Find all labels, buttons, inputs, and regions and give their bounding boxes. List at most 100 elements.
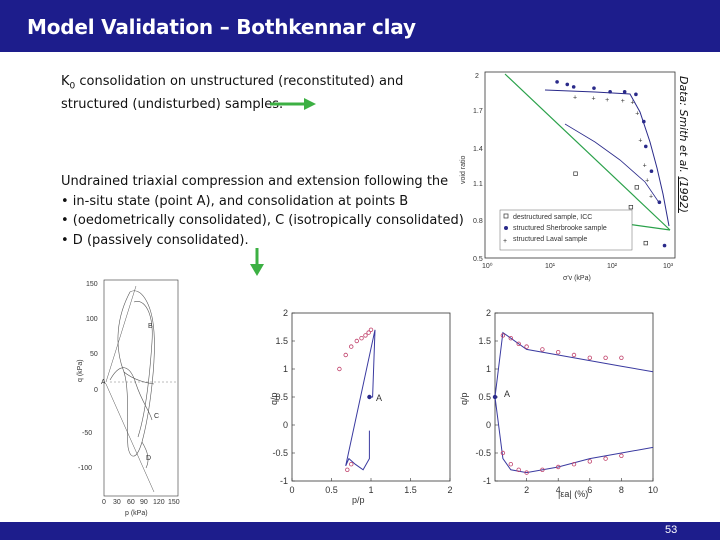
x-tick: 10¹	[545, 263, 556, 270]
data-point	[366, 330, 371, 335]
data-point	[555, 464, 561, 470]
ncl-line	[504, 73, 671, 231]
chart-frame	[103, 279, 179, 497]
y-axis-label: q (kPa)	[77, 359, 84, 382]
data-point	[592, 86, 596, 90]
y-tick: 0.8	[473, 218, 483, 225]
y-tick: 0.5	[275, 392, 288, 402]
x-tick: 8	[619, 485, 624, 495]
y-tick: -1	[483, 476, 491, 486]
chart-normalized-stress-path: -1 -0.5 0 0.5 1 1.5 2 0 0.5 1 1.5 2 q/p p/p A	[269, 308, 453, 505]
series	[337, 327, 376, 472]
model-curve	[564, 123, 661, 205]
text-line: structured (undisturbed) samples.	[61, 96, 284, 112]
y-tick: 50	[90, 351, 98, 358]
data-point	[508, 461, 513, 467]
data-point	[587, 355, 592, 360]
right-arrow-icon	[270, 98, 316, 110]
data-point: +	[591, 96, 595, 103]
envelope-line	[105, 285, 137, 383]
data-point: +	[573, 94, 577, 101]
data-point	[337, 366, 342, 372]
y-tick: 1	[283, 364, 288, 374]
y-tick: 150	[86, 281, 98, 288]
x-tick: 1	[368, 485, 373, 495]
data-point: +	[643, 163, 647, 170]
point-label: A	[101, 379, 106, 386]
data-point	[516, 467, 521, 472]
data-point	[540, 347, 545, 352]
y-tick: 0	[486, 420, 491, 430]
data-point: +	[631, 99, 635, 106]
text-line: K0 consolidation on unstructured (recons…	[61, 74, 404, 92]
series-line	[494, 396, 654, 474]
text-line: • D (passively consolidated).	[61, 232, 249, 248]
legend-item: destructured sample, ICC	[513, 214, 592, 221]
data-point	[573, 171, 578, 176]
data-point	[657, 200, 662, 204]
y-tick: -50	[82, 430, 92, 437]
x-tick: 0.5	[325, 485, 338, 495]
chart-void-ratio: 2 1.7 1.4 1.1 0.8 0.5 10⁰ 10¹ 10² 10³ σ'…	[460, 71, 676, 282]
legend-square-icon	[503, 213, 509, 219]
series-line	[494, 331, 654, 398]
x-tick: 10	[648, 485, 658, 495]
data-point: +	[605, 97, 609, 104]
y-tick: 2	[283, 308, 288, 318]
y-axis-label: q/p	[459, 392, 469, 405]
data-point	[500, 333, 506, 338]
y-tick: 0	[94, 387, 98, 394]
y-axis-label: void ratio	[460, 155, 467, 184]
data-point	[363, 333, 368, 338]
data-point	[555, 350, 561, 355]
data-point	[603, 456, 608, 461]
y-axis-label: q/p	[269, 392, 279, 405]
x-tick: 0	[289, 485, 294, 495]
data-point	[571, 85, 576, 89]
x-axis-label: |εa| (%)	[558, 489, 588, 499]
x-tick: 10²	[607, 263, 618, 270]
y-tick: 1.7	[473, 108, 483, 115]
data-point	[565, 82, 570, 87]
legend-item: structured Laval sample	[513, 236, 587, 243]
data-point	[359, 336, 364, 341]
data-point	[508, 336, 513, 341]
stress-path	[133, 301, 153, 438]
text-block-ko-consolidation: K0 consolidation on unstructured (recons…	[61, 73, 403, 114]
x-tick: 10⁰	[482, 262, 493, 270]
x-tick: 0	[102, 499, 106, 506]
data-point	[622, 90, 627, 94]
point-label: A	[376, 393, 382, 403]
series-line	[345, 329, 376, 471]
text-line: • in-situ state (point A), and consolida…	[61, 193, 409, 209]
point-label: D	[146, 455, 151, 462]
data-point	[603, 355, 608, 360]
data-point	[634, 185, 639, 190]
x-tick: 90	[140, 499, 148, 506]
y-tick: 2	[475, 73, 479, 80]
data-point: +	[621, 98, 625, 105]
y-tick: -1	[280, 476, 288, 486]
data-point	[368, 327, 374, 332]
x-tick: 2	[524, 485, 529, 495]
data-point	[349, 461, 354, 467]
point-label: A	[504, 389, 510, 399]
y-tick: 1	[486, 364, 491, 374]
x-tick: 30	[113, 499, 121, 506]
y-tick: 100	[86, 316, 98, 323]
stress-path	[117, 290, 155, 457]
data-point	[345, 467, 350, 472]
data-point	[524, 470, 529, 475]
y-tick: 0.5	[478, 392, 491, 402]
data-point	[628, 205, 634, 210]
y-tick: 1.4	[473, 146, 483, 153]
data-point	[642, 119, 646, 124]
data-point	[619, 355, 624, 360]
data-point	[587, 459, 592, 464]
x-tick: 1.5	[404, 485, 417, 495]
y-tick: 1.5	[478, 336, 491, 346]
legend-plus-icon: +	[503, 238, 507, 245]
data-point	[571, 352, 577, 358]
x-axis-label: p/p	[352, 495, 365, 505]
point-a-marker	[367, 394, 372, 400]
